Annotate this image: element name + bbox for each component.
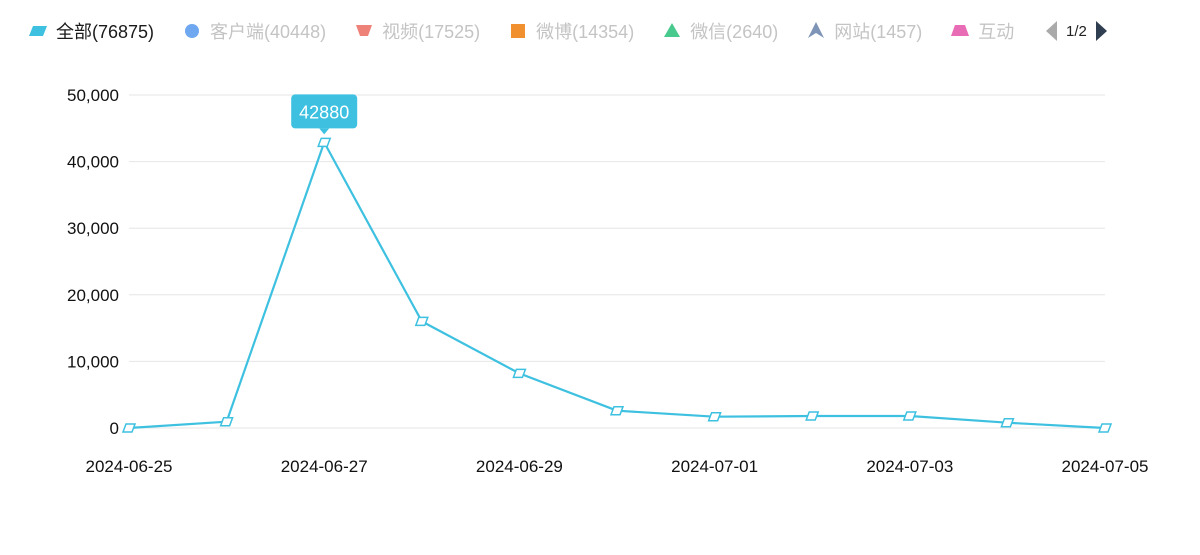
- legend-item[interactable]: 全部(76875): [28, 18, 154, 44]
- series-layer: [121, 137, 1113, 433]
- legend-item-label: 互动: [978, 22, 1015, 42]
- chart-legend: 全部(76875) 客户端(40448) 视频(17525) 微博(14354) 微信(…: [28, 14, 1028, 48]
- x-tick-label: 2024-06-27: [281, 457, 368, 476]
- data-point[interactable]: [805, 411, 820, 421]
- y-axis: 0 10,000 20,000 30,000 40,000 50,000: [67, 86, 119, 438]
- legend-item[interactable]: 客户端(40448): [182, 18, 326, 44]
- legend-item-label: 网站(1457): [834, 22, 923, 42]
- data-point[interactable]: [121, 423, 137, 433]
- legend-pager: 1/2: [1044, 18, 1109, 44]
- legend-item[interactable]: 视频(17525): [354, 18, 480, 44]
- y-tick-label: 50,000: [67, 86, 119, 105]
- tooltip-pointer: [319, 128, 330, 135]
- data-point[interactable]: [512, 368, 527, 379]
- tooltip-value: 42880: [299, 102, 349, 122]
- x-tick-label: 2024-07-03: [866, 457, 953, 476]
- data-point[interactable]: [317, 137, 332, 148]
- data-point[interactable]: [609, 405, 625, 416]
- legend-item-label: 全部(76875): [56, 22, 155, 42]
- grid-lines: [129, 94, 1105, 429]
- arrow-triangle-icon: [806, 21, 826, 41]
- data-point[interactable]: [414, 316, 429, 327]
- data-point[interactable]: [1000, 417, 1015, 428]
- legend-item[interactable]: 网站(1457): [806, 18, 922, 44]
- series-line: [128, 141, 1106, 430]
- data-point[interactable]: [219, 416, 234, 427]
- x-tick-label: 2024-06-29: [476, 457, 563, 476]
- y-tick-label: 20,000: [67, 286, 119, 305]
- x-tick-label: 2024-06-25: [86, 457, 173, 476]
- y-tick-label: 30,000: [67, 219, 119, 238]
- data-point[interactable]: [902, 411, 917, 421]
- legend-item-label: 客户端(40448): [210, 22, 327, 42]
- circle-icon: [182, 21, 202, 41]
- parallelogram-icon: [28, 21, 48, 41]
- legend-page-indicator: 1/2: [1066, 22, 1087, 40]
- square-icon: [508, 21, 528, 41]
- data-point[interactable]: [1097, 423, 1113, 433]
- legend-item[interactable]: 互动: [950, 18, 1014, 44]
- y-tick-label: 0: [110, 419, 119, 438]
- next-page-icon[interactable]: [1093, 20, 1109, 42]
- legend-item[interactable]: 微博(14354): [508, 18, 634, 44]
- tooltip-box: [291, 94, 358, 129]
- x-tick-label: 2024-07-01: [671, 457, 758, 476]
- legend-item[interactable]: 微信(2640): [662, 18, 778, 44]
- trapezoid-icon: [950, 21, 970, 41]
- x-axis: 2024-06-25 2024-06-27 2024-06-29 2024-07-01…: [86, 457, 1149, 476]
- legend-item-label: 微信(2640): [690, 22, 779, 42]
- y-tick-label: 10,000: [67, 352, 119, 371]
- legend-item-label: 视频(17525): [382, 22, 481, 42]
- inverted-trapezoid-icon: [354, 21, 374, 41]
- tooltip: 42880: [291, 94, 358, 135]
- y-tick-label: 40,000: [67, 153, 119, 172]
- triangle-icon: [662, 21, 682, 41]
- legend-item-label: 微博(14354): [536, 22, 635, 42]
- prev-page-icon[interactable]: [1044, 20, 1060, 42]
- data-point[interactable]: [707, 411, 722, 422]
- x-tick-label: 2024-07-05: [1062, 457, 1149, 476]
